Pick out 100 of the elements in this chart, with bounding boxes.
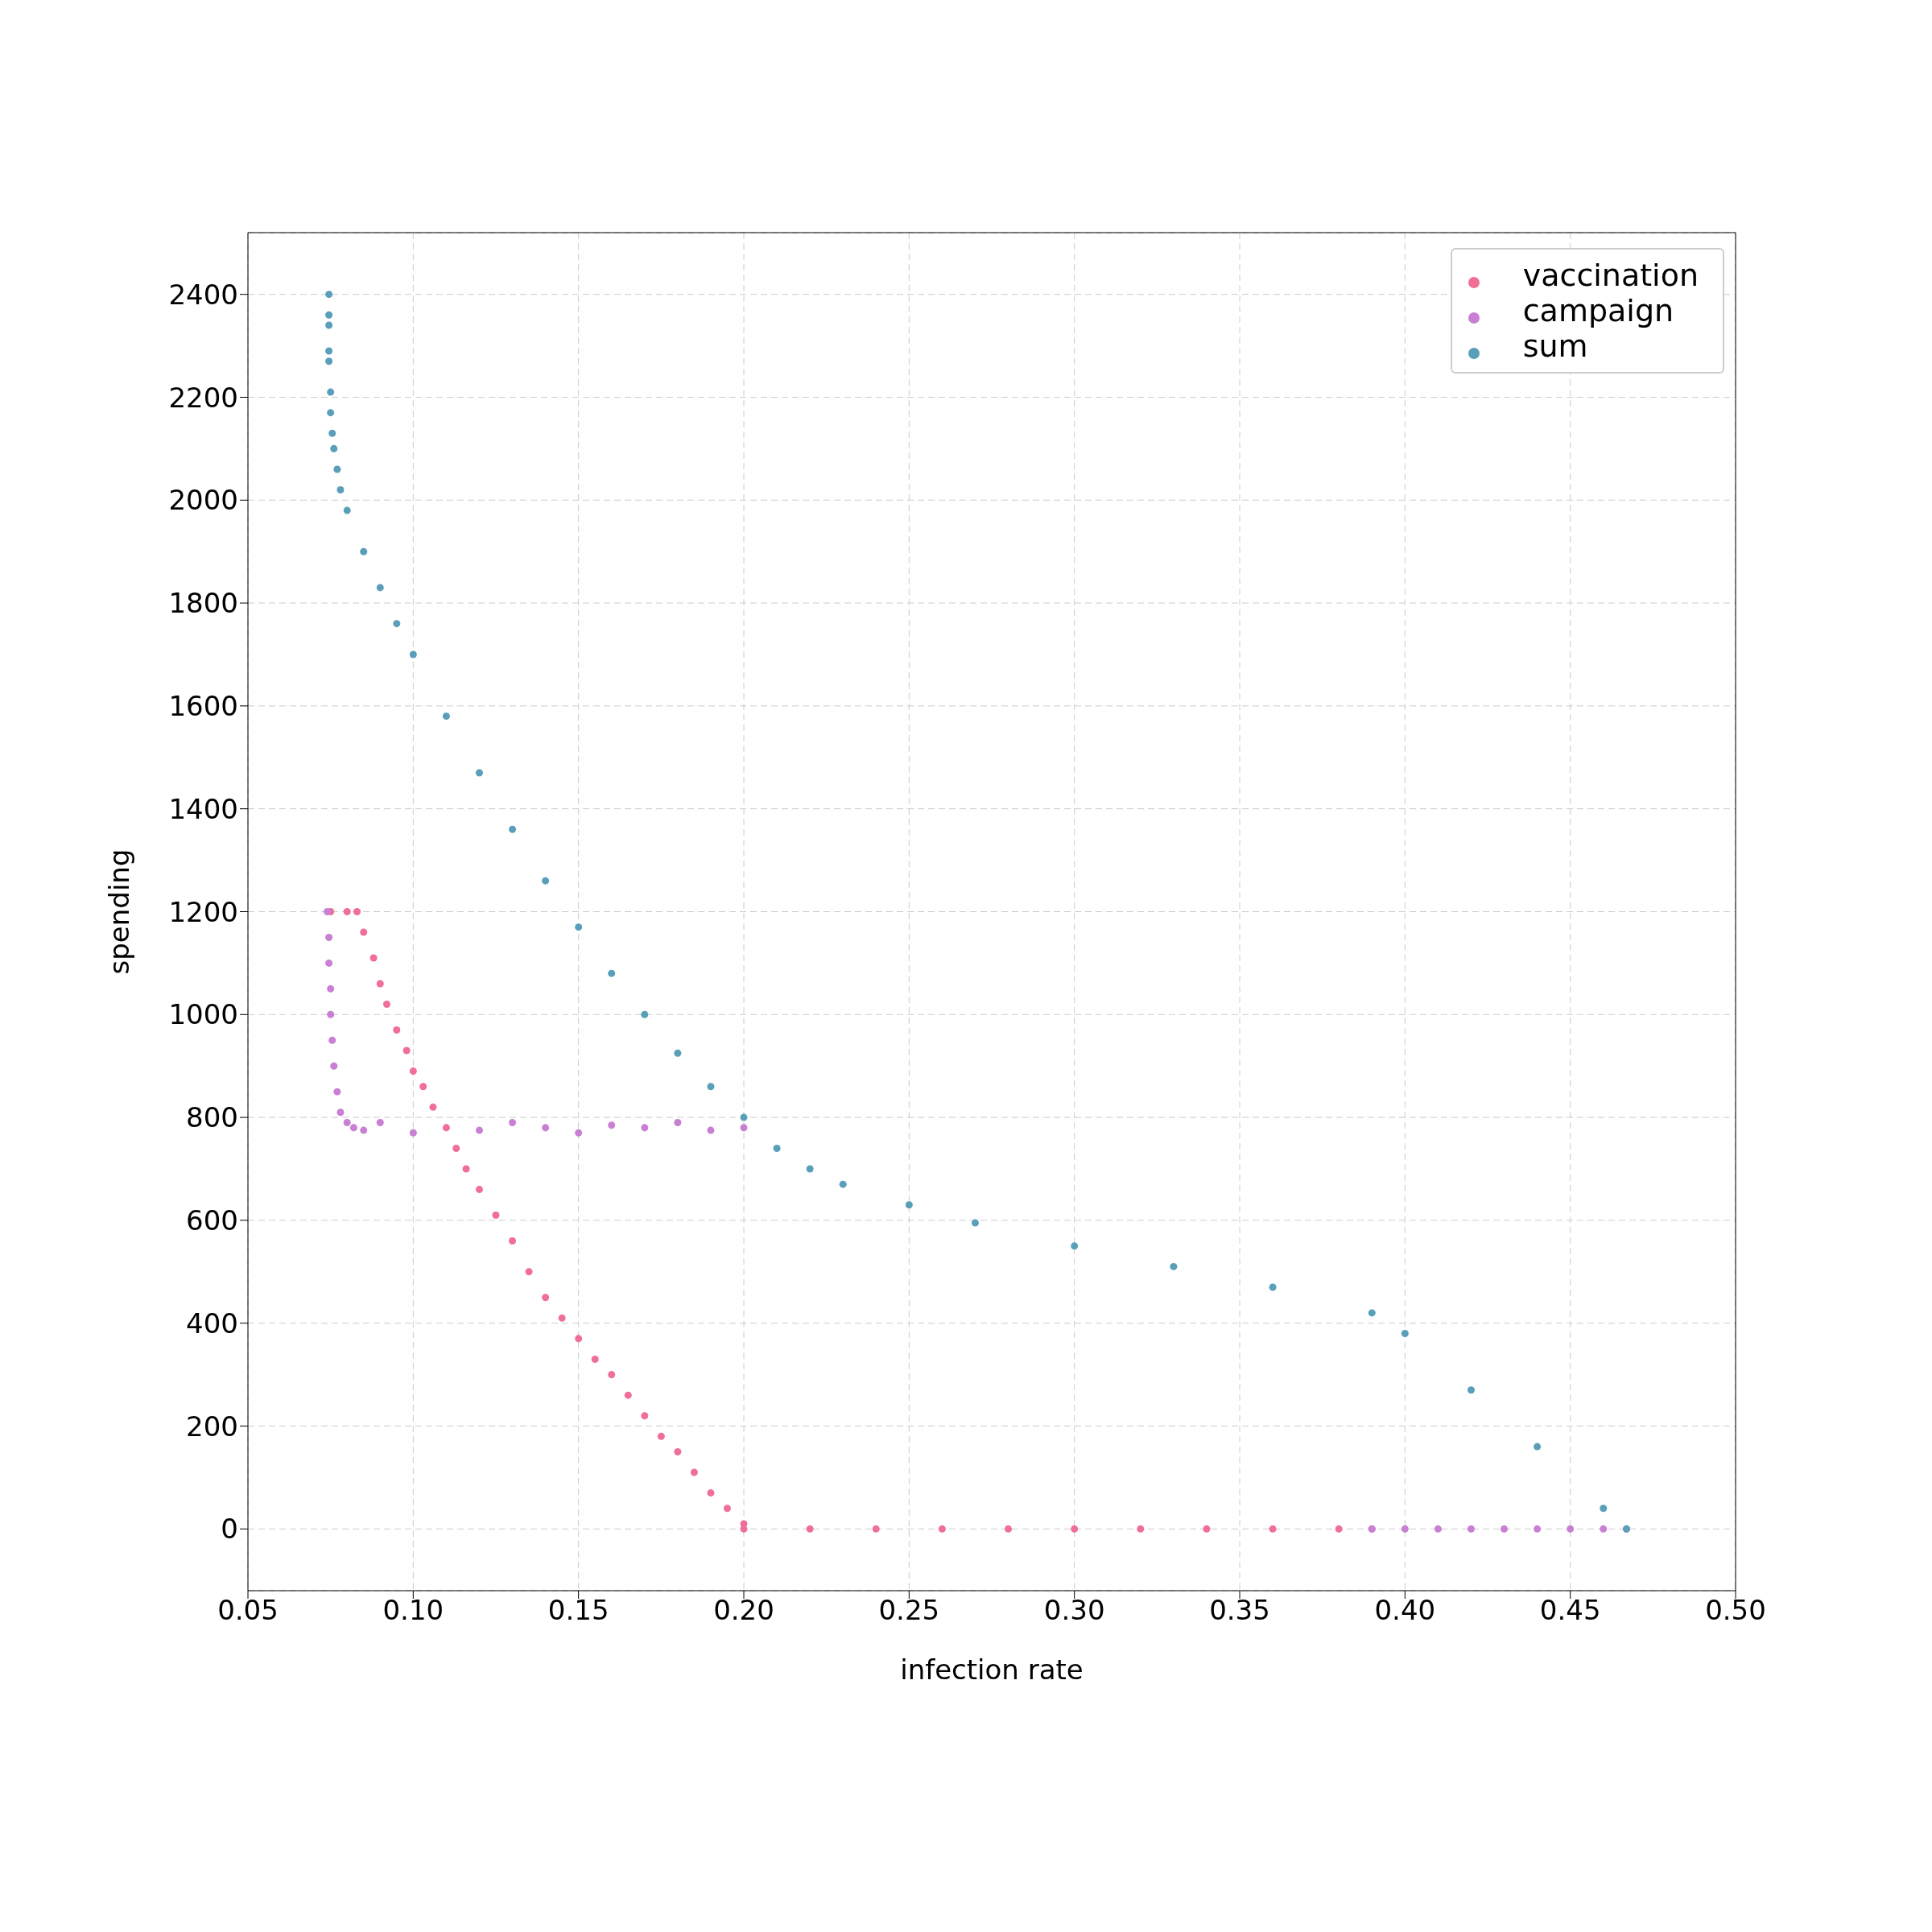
point: [1005, 1525, 1013, 1533]
point: [325, 321, 333, 329]
point: [336, 486, 345, 494]
legend-label: vaccination: [1522, 258, 1699, 293]
point: [740, 1124, 748, 1132]
point: [343, 1118, 351, 1126]
point: [1467, 1525, 1475, 1533]
point: [542, 1294, 550, 1302]
point: [1501, 1525, 1509, 1533]
x-tick-label: 0.30: [1043, 1594, 1105, 1627]
x-tick-label: 0.10: [382, 1594, 444, 1627]
point: [558, 1314, 566, 1322]
point: [349, 1124, 357, 1132]
y-tick-label: 1800: [168, 587, 238, 620]
point: [608, 969, 616, 977]
y-tick-label: 1600: [168, 689, 238, 722]
point: [690, 1468, 698, 1476]
point: [1600, 1525, 1608, 1533]
point: [806, 1165, 814, 1173]
point: [402, 1046, 411, 1055]
point: [707, 1083, 715, 1091]
point: [336, 1108, 345, 1117]
x-tick-label: 0.25: [878, 1594, 940, 1627]
y-tick-label: 2400: [168, 278, 238, 311]
point: [325, 347, 333, 355]
point: [343, 506, 351, 514]
point: [1567, 1525, 1575, 1533]
y-tick-label: 400: [186, 1307, 238, 1340]
point: [641, 1124, 649, 1132]
point: [333, 465, 341, 473]
point: [393, 1026, 401, 1034]
y-tick-label: 2200: [168, 381, 238, 414]
point: [723, 1505, 731, 1513]
legend-label: sum: [1522, 328, 1588, 364]
point: [674, 1447, 682, 1455]
point: [1203, 1525, 1211, 1533]
point: [325, 959, 333, 967]
point: [475, 1186, 483, 1194]
x-tick-label: 0.15: [547, 1594, 609, 1627]
point: [327, 409, 335, 417]
point: [608, 1371, 616, 1379]
point: [382, 1001, 390, 1009]
y-tick-label: 800: [186, 1101, 238, 1134]
point: [409, 1129, 417, 1137]
point: [327, 985, 335, 993]
point: [360, 928, 368, 936]
point: [442, 1124, 450, 1132]
point: [509, 825, 517, 833]
point: [475, 1126, 483, 1134]
point: [360, 1126, 368, 1134]
y-tick-label: 200: [186, 1410, 238, 1443]
point: [325, 311, 333, 319]
point: [353, 907, 361, 916]
point: [575, 1335, 583, 1343]
point: [872, 1525, 880, 1533]
point: [740, 1113, 748, 1121]
point: [1534, 1443, 1542, 1451]
y-tick-label: 1200: [168, 895, 238, 928]
point: [328, 429, 336, 437]
point: [1071, 1525, 1079, 1533]
point: [707, 1126, 715, 1134]
point: [1269, 1283, 1277, 1291]
point: [707, 1489, 715, 1497]
x-tick-label: 0.05: [217, 1594, 279, 1627]
point: [971, 1219, 979, 1227]
point: [674, 1118, 682, 1126]
point: [806, 1525, 814, 1533]
point: [325, 357, 333, 365]
x-tick-label: 0.50: [1705, 1594, 1766, 1627]
point: [376, 980, 384, 988]
x-tick-label: 0.35: [1209, 1594, 1270, 1627]
y-tick-label: 1000: [168, 998, 238, 1031]
point: [442, 712, 450, 720]
point: [333, 1088, 341, 1096]
point: [360, 547, 368, 555]
point: [624, 1391, 632, 1399]
point: [369, 954, 378, 962]
point: [575, 1129, 583, 1137]
point: [1534, 1525, 1542, 1533]
point: [575, 923, 583, 931]
y-axis-title: spending: [103, 848, 136, 975]
point: [475, 769, 483, 777]
point: [1401, 1329, 1409, 1337]
point: [325, 933, 333, 941]
point: [1368, 1309, 1376, 1317]
point: [657, 1432, 665, 1440]
point: [409, 650, 417, 658]
point: [839, 1180, 847, 1188]
point: [462, 1165, 470, 1173]
point: [452, 1144, 460, 1152]
point: [492, 1212, 500, 1220]
legend-label: campaign: [1522, 293, 1674, 328]
y-tick-label: 1400: [168, 792, 238, 825]
point: [938, 1525, 946, 1533]
point: [674, 1049, 682, 1057]
point: [1269, 1525, 1277, 1533]
point: [542, 1124, 550, 1132]
point: [1401, 1525, 1409, 1533]
point: [1467, 1386, 1475, 1394]
point: [542, 877, 550, 885]
